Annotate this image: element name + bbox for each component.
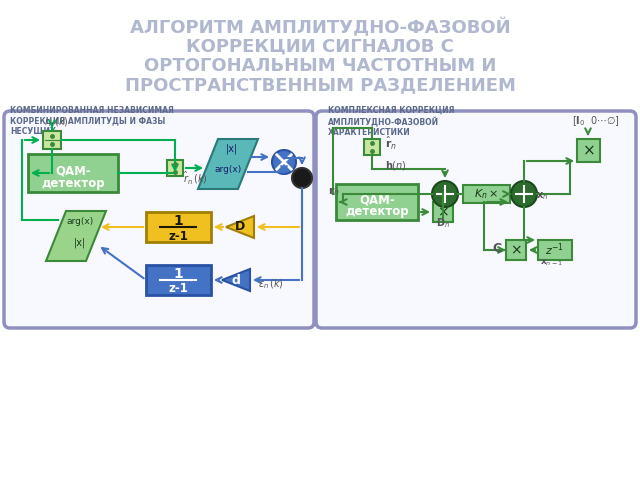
Text: КОМБИНИРОВАННАЯ НЕЗАВИСИМАЯ
КОРРЕКЦИЯ АМПЛИТУДЫ И ФАЗЫ
НЕСУЩИХ: КОМБИНИРОВАННАЯ НЕЗАВИСИМАЯ КОРРЕКЦИЯ АМ… bbox=[10, 106, 174, 136]
Text: |x|: |x| bbox=[74, 237, 86, 248]
Text: z-1: z-1 bbox=[168, 229, 188, 242]
Text: 1: 1 bbox=[173, 267, 183, 281]
Text: $\mathbf{r}_n$: $\mathbf{r}_n$ bbox=[328, 185, 340, 198]
Text: D: D bbox=[235, 220, 245, 233]
Bar bbox=[336, 184, 418, 220]
Text: arg(x): arg(x) bbox=[67, 217, 93, 226]
Bar bbox=[506, 240, 526, 260]
Text: QAM-: QAM- bbox=[55, 165, 91, 178]
Text: КОМПЛЕКСНАЯ КОРРЕКЦИЯ
АМПЛИТУДНО-ФАЗОВОЙ
ХАРАКТЕРИСТИКИ: КОМПЛЕКСНАЯ КОРРЕКЦИЯ АМПЛИТУДНО-ФАЗОВОЙ… bbox=[328, 106, 454, 137]
Text: QАМ-: QАМ- bbox=[359, 193, 395, 206]
Bar bbox=[146, 265, 211, 295]
Text: $\times$: $\times$ bbox=[582, 143, 595, 157]
Text: d: d bbox=[232, 274, 241, 287]
Polygon shape bbox=[46, 211, 106, 261]
Text: arg(x): arg(x) bbox=[214, 165, 242, 174]
Text: $\varepsilon_n\,(k)$: $\varepsilon_n\,(k)$ bbox=[258, 277, 284, 291]
Polygon shape bbox=[226, 216, 254, 238]
Bar bbox=[43, 131, 61, 149]
Bar bbox=[577, 139, 600, 162]
Text: $\mathbf{C}$: $\mathbf{C}$ bbox=[492, 242, 502, 255]
Text: $\times$: $\times$ bbox=[437, 205, 449, 219]
Circle shape bbox=[292, 168, 312, 188]
Bar bbox=[433, 202, 453, 222]
Text: детектор: детектор bbox=[41, 177, 105, 190]
FancyBboxPatch shape bbox=[316, 111, 636, 328]
Text: $\mathbf{x}_n$: $\mathbf{x}_n$ bbox=[536, 190, 548, 202]
Text: $\hat{\mathbf{r}}_n$: $\hat{\mathbf{r}}_n$ bbox=[385, 134, 397, 152]
Text: $[\mathbf{I}_0\ \ 0\cdots\emptyset]$: $[\mathbf{I}_0\ \ 0\cdots\emptyset]$ bbox=[572, 114, 620, 128]
Text: ОРТОГОНАЛЬНЫМ ЧАСТОТНЫМ И: ОРТОГОНАЛЬНЫМ ЧАСТОТНЫМ И bbox=[144, 57, 496, 75]
Text: ПРОСТРАНСТВЕННЫМ РАЗДЕЛЕНИЕМ: ПРОСТРАНСТВЕННЫМ РАЗДЕЛЕНИЕМ bbox=[125, 76, 515, 94]
Text: $\hat{r}_n\,(k)$: $\hat{r}_n\,(k)$ bbox=[183, 169, 208, 186]
Text: $r_n\,(k)$: $r_n\,(k)$ bbox=[44, 115, 68, 129]
Text: $\times$: $\times$ bbox=[510, 243, 522, 257]
Text: $\mathbf{h}(n)$: $\mathbf{h}(n)$ bbox=[385, 158, 407, 171]
Text: 1: 1 bbox=[173, 214, 183, 228]
FancyBboxPatch shape bbox=[4, 111, 314, 328]
Circle shape bbox=[272, 150, 296, 174]
Text: $\mathbf{x}_{n-1}$: $\mathbf{x}_{n-1}$ bbox=[540, 257, 563, 267]
Bar bbox=[28, 154, 118, 192]
Text: КОРРЕКЦИИ СИГНАЛОВ С: КОРРЕКЦИИ СИГНАЛОВ С bbox=[186, 38, 454, 56]
Circle shape bbox=[432, 181, 458, 207]
Bar bbox=[463, 185, 510, 203]
Text: $\mathbf{D}_n$: $\mathbf{D}_n$ bbox=[436, 216, 450, 230]
Polygon shape bbox=[198, 139, 258, 189]
Text: |x|: |x| bbox=[226, 144, 238, 155]
Text: детектор: детектор bbox=[345, 205, 409, 218]
Circle shape bbox=[511, 181, 537, 207]
Text: АЛГОРИТМ АМПЛИТУДНО-ФАЗОВОЙ: АЛГОРИТМ АМПЛИТУДНО-ФАЗОВОЙ bbox=[130, 18, 510, 37]
Bar bbox=[167, 160, 183, 176]
Text: $K_n\times$: $K_n\times$ bbox=[474, 187, 499, 201]
Text: z-1: z-1 bbox=[168, 283, 188, 296]
Text: $z^{-1}$: $z^{-1}$ bbox=[545, 242, 564, 258]
Bar bbox=[538, 240, 572, 260]
Polygon shape bbox=[222, 269, 250, 291]
Bar bbox=[146, 212, 211, 242]
Bar bbox=[364, 139, 380, 155]
